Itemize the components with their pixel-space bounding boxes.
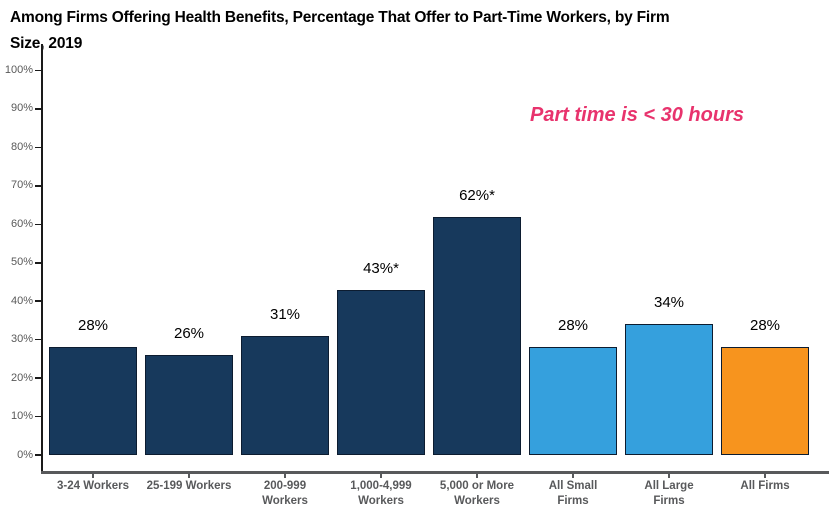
x-tick — [284, 473, 286, 478]
bar-all-firms — [721, 347, 809, 455]
x-axis-label-line: All Firms — [740, 480, 790, 492]
bar-all-small-firms — [529, 347, 617, 455]
bar-all-large-firms — [625, 324, 713, 455]
x-axis-label-line: All Small — [548, 480, 598, 492]
x-axis-label-line: Firms — [653, 495, 685, 507]
y-tick-10% — [35, 415, 41, 418]
y-tick-label-50%: 50% — [10, 256, 33, 269]
bar-value-label: 62%* — [459, 186, 495, 204]
bar-value-label: 26% — [173, 325, 205, 343]
x-axis-label-line: Firms — [557, 495, 589, 507]
x-tick — [188, 473, 190, 478]
bar-3-24-workers — [49, 347, 137, 455]
y-tick-30% — [35, 338, 41, 341]
x-axis-label-line: 25-199 Workers — [146, 480, 232, 492]
x-tick — [380, 473, 382, 478]
x-axis-label-line: 200-999 — [263, 480, 307, 492]
x-tick — [476, 473, 478, 478]
bar-value-label: 31% — [269, 305, 301, 323]
y-tick-label-100%: 100% — [4, 64, 33, 76]
y-tick-label-80%: 80% — [10, 140, 33, 153]
y-tick-100% — [35, 69, 41, 72]
x-axis-label-all-small-firms: All Small Firms — [513, 479, 633, 509]
x-tick — [92, 473, 94, 478]
bar-value-label: 34% — [653, 294, 685, 312]
x-axis-label-line: Workers — [454, 495, 500, 507]
x-axis-label-line: Workers — [358, 495, 404, 507]
annotation-part-time-note: Part time is < 30 hours — [530, 104, 744, 126]
x-axis-label-line: Workers — [262, 495, 308, 507]
y-axis-line — [41, 44, 43, 474]
x-axis-label-25-199-workers: 25-199 Workers — [129, 479, 249, 494]
y-tick-50% — [35, 261, 41, 264]
bar-value-label: 28% — [749, 317, 781, 335]
x-axis-label-line: 1,000-4,999 — [350, 480, 412, 492]
y-tick-label-60%: 60% — [10, 217, 33, 230]
chart-title-line-1: Among Firms Offering Health Benefits, Pe… — [10, 9, 670, 26]
y-tick-label-10%: 10% — [10, 410, 33, 423]
x-axis-label-5-000-or-more-workers: 5,000 or More Workers — [417, 479, 537, 509]
x-axis-label-line: 3-24 Workers — [56, 480, 130, 492]
x-axis-label-200-999-workers: 200-999 Workers — [225, 479, 345, 509]
y-tick-60% — [35, 223, 41, 226]
y-tick-label-20%: 20% — [10, 371, 33, 384]
x-axis-label-line: 5,000 or More — [439, 480, 515, 492]
bar-value-label: 43%* — [363, 259, 399, 277]
x-axis-label-all-firms: All Firms — [705, 479, 825, 494]
y-tick-0% — [35, 454, 41, 456]
y-tick-label-90%: 90% — [10, 102, 33, 115]
y-tick-20% — [35, 377, 41, 379]
x-axis-line — [41, 471, 829, 474]
x-tick — [764, 473, 766, 478]
bar-25-199-workers — [145, 355, 233, 455]
bar-200-999-workers — [241, 335, 329, 455]
bar-value-label: 28% — [77, 317, 109, 335]
x-tick — [668, 473, 670, 478]
x-axis-label-all-large-firms: All Large Firms — [609, 479, 729, 509]
y-tick-80% — [35, 146, 41, 149]
chart-title: Among Firms Offering Health Benefits, Pe… — [10, 5, 810, 57]
y-tick-70% — [35, 185, 41, 187]
y-tick-label-0%: 0% — [17, 448, 33, 461]
x-axis-label-line: All Large — [644, 480, 694, 492]
x-axis-label-3-24-workers: 3-24 Workers — [33, 479, 153, 494]
y-tick-label-30%: 30% — [10, 333, 33, 346]
y-tick-label-40%: 40% — [10, 294, 33, 307]
bar-5-000-or-more-workers — [433, 216, 521, 455]
bar-1-000-4-999-workers — [337, 289, 425, 455]
y-tick-label-70%: 70% — [10, 179, 33, 192]
x-axis-label-1-000-4-999-workers: 1,000-4,999 Workers — [321, 479, 441, 509]
chart-title-line-2: Size, 2019 — [10, 35, 83, 52]
y-tick-90% — [35, 108, 41, 110]
y-tick-40% — [35, 300, 41, 302]
x-tick — [572, 473, 574, 478]
bar-value-label: 28% — [557, 317, 589, 335]
